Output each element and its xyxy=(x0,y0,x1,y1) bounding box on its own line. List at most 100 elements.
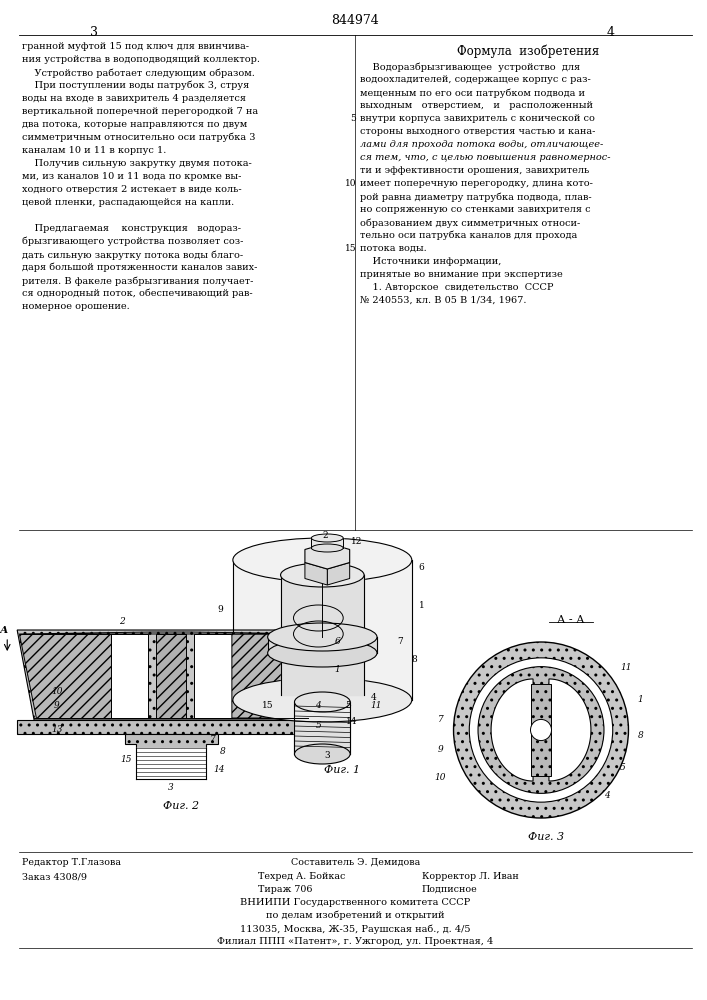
Text: Фиг. 3: Фиг. 3 xyxy=(528,832,564,842)
Circle shape xyxy=(453,642,629,818)
Text: 2: 2 xyxy=(322,532,328,540)
Polygon shape xyxy=(194,634,232,718)
Circle shape xyxy=(478,667,604,793)
Text: вертикальной поперечной перегородкой 7 на: вертикальной поперечной перегородкой 7 н… xyxy=(22,107,258,116)
Text: 1. Авторское  свидетельство  СССР: 1. Авторское свидетельство СССР xyxy=(360,283,554,292)
Text: Формула  изобретения: Формула изобретения xyxy=(457,44,600,57)
Text: 6: 6 xyxy=(334,638,340,647)
Text: 7: 7 xyxy=(397,638,403,647)
Text: гранной муфтой 15 под ключ для ввинчива-: гранной муфтой 15 под ключ для ввинчива- xyxy=(22,42,249,51)
Text: внутри корпуса завихритель с конической со: внутри корпуса завихритель с конической … xyxy=(360,114,595,123)
Polygon shape xyxy=(327,562,350,585)
Polygon shape xyxy=(491,679,533,781)
Text: 2: 2 xyxy=(119,617,124,626)
Text: образованием двух симметричных относи-: образованием двух симметричных относи- xyxy=(360,218,580,228)
Text: Устройство работает следующим образом.: Устройство работает следующим образом. xyxy=(22,68,255,78)
Polygon shape xyxy=(305,562,327,585)
Text: имеет поперечную перегородку, длина кото-: имеет поперечную перегородку, длина кото… xyxy=(360,179,593,188)
Text: Фиг. 1: Фиг. 1 xyxy=(324,765,361,775)
Text: номерное орошение.: номерное орошение. xyxy=(22,302,130,311)
Ellipse shape xyxy=(295,692,350,712)
Polygon shape xyxy=(124,734,218,748)
Text: ВНИИПИ Государственного комитета СССР: ВНИИПИ Государственного комитета СССР xyxy=(240,898,470,907)
Polygon shape xyxy=(17,630,325,720)
Text: 6: 6 xyxy=(419,564,425,572)
Text: 5: 5 xyxy=(350,114,356,123)
Text: 8: 8 xyxy=(220,748,226,756)
Text: 7: 7 xyxy=(438,716,443,724)
Text: 9: 9 xyxy=(438,746,443,754)
Text: 113035, Москва, Ж-35, Раушская наб., д. 4/5: 113035, Москва, Ж-35, Раушская наб., д. … xyxy=(240,924,470,934)
Text: Фиг. 2: Фиг. 2 xyxy=(163,801,199,811)
Circle shape xyxy=(530,719,551,741)
Ellipse shape xyxy=(311,544,343,552)
Text: 4: 4 xyxy=(607,26,614,39)
Text: 8: 8 xyxy=(638,730,643,740)
Text: 844974: 844974 xyxy=(332,14,379,27)
Text: 12: 12 xyxy=(351,536,363,546)
Text: 15: 15 xyxy=(262,702,274,710)
Text: симметричным относительно оси патрубка 3: симметричным относительно оси патрубка 3 xyxy=(22,133,256,142)
Text: А: А xyxy=(334,626,342,635)
Polygon shape xyxy=(19,634,110,718)
Text: 5: 5 xyxy=(345,700,351,710)
Text: по делам изобретений и открытий: по делам изобретений и открытий xyxy=(266,911,445,920)
Polygon shape xyxy=(156,634,186,718)
Text: водоохладителей, содержащее корпус с раз-: водоохладителей, содержащее корпус с раз… xyxy=(360,75,591,84)
Text: 1: 1 xyxy=(419,600,425,609)
Ellipse shape xyxy=(268,639,377,667)
Text: При поступлении воды патрубок 3, струя: При поступлении воды патрубок 3, струя xyxy=(22,81,250,91)
Text: воды на входе в завихритель 4 разделяется: воды на входе в завихритель 4 разделяетс… xyxy=(22,94,246,103)
Polygon shape xyxy=(531,684,551,776)
Polygon shape xyxy=(19,632,323,634)
Ellipse shape xyxy=(233,678,411,722)
Text: А: А xyxy=(0,626,8,635)
Text: 10: 10 xyxy=(344,179,356,188)
Text: Тираж 706: Тираж 706 xyxy=(258,885,312,894)
Text: 1: 1 xyxy=(334,666,340,674)
Text: Редактор Т.Глазова: Редактор Т.Глазова xyxy=(22,858,121,867)
Text: брызгивающего устройства позволяет соз-: брызгивающего устройства позволяет соз- xyxy=(22,237,243,246)
Text: каналам 10 и 11 в корпус 1.: каналам 10 и 11 в корпус 1. xyxy=(22,146,167,155)
Text: ти и эффективности орошения, завихритель: ти и эффективности орошения, завихритель xyxy=(360,166,590,175)
Text: № 240553, кл. В 05 В 1/34, 1967.: № 240553, кл. В 05 В 1/34, 1967. xyxy=(360,296,527,305)
Text: мещенным по его оси патрубком подвода и: мещенным по его оси патрубком подвода и xyxy=(360,88,585,98)
Text: А - А: А - А xyxy=(557,615,585,625)
Circle shape xyxy=(469,658,613,802)
Text: 15: 15 xyxy=(121,754,132,764)
Text: Получив сильную закрутку двумя потока-: Получив сильную закрутку двумя потока- xyxy=(22,159,252,168)
Text: но сопряженную со стенками завихрителя с: но сопряженную со стенками завихрителя с xyxy=(360,205,591,214)
Text: Филиал ППП «Патент», г. Ужгород, ул. Проектная, 4: Филиал ППП «Патент», г. Ужгород, ул. Про… xyxy=(217,937,493,946)
Ellipse shape xyxy=(268,623,377,651)
Text: рителя. В факеле разбрызгивания получает-: рителя. В факеле разбрызгивания получает… xyxy=(22,276,254,286)
Ellipse shape xyxy=(295,744,350,764)
Text: потока воды.: потока воды. xyxy=(360,244,427,253)
Text: Составитель Э. Демидова: Составитель Э. Демидова xyxy=(291,858,420,867)
Text: 10: 10 xyxy=(435,774,446,782)
Text: 11: 11 xyxy=(370,700,382,710)
Text: тельно оси патрубка каналов для прохода: тельно оси патрубка каналов для прохода xyxy=(360,231,578,240)
Ellipse shape xyxy=(311,534,343,542)
Text: ми, из каналов 10 и 11 вода по кромке вы-: ми, из каналов 10 и 11 вода по кромке вы… xyxy=(22,172,242,181)
Text: Подписное: Подписное xyxy=(421,885,477,894)
Text: 9: 9 xyxy=(217,605,223,614)
Text: Источники информации,: Источники информации, xyxy=(360,257,501,266)
Text: ся однородный поток, обеспечивающий рав-: ся однородный поток, обеспечивающий рав- xyxy=(22,289,253,298)
Text: ся тем, что, с целью повышения равномернос-: ся тем, что, с целью повышения равномерн… xyxy=(360,153,611,162)
Text: ния устройства в водоподводящий коллектор.: ния устройства в водоподводящий коллекто… xyxy=(22,55,260,64)
Text: лами для прохода потока воды, отличающее-: лами для прохода потока воды, отличающее… xyxy=(360,140,603,149)
Text: принятые во внимание при экспертизе: принятые во внимание при экспертизе xyxy=(360,270,563,279)
Text: 7: 7 xyxy=(210,734,216,744)
Text: рой равна диаметру патрубка подвода, плав-: рой равна диаметру патрубка подвода, пла… xyxy=(360,192,592,202)
Text: 14: 14 xyxy=(214,764,225,774)
Text: 11: 11 xyxy=(621,664,632,672)
Polygon shape xyxy=(17,720,325,734)
Polygon shape xyxy=(232,634,323,718)
Ellipse shape xyxy=(281,563,364,587)
Text: 3: 3 xyxy=(168,782,174,792)
Text: ходного отверстия 2 истекает в виде коль-: ходного отверстия 2 истекает в виде коль… xyxy=(22,185,242,194)
Text: 3: 3 xyxy=(325,752,330,760)
Text: 4: 4 xyxy=(604,790,609,800)
Text: 4: 4 xyxy=(315,700,321,710)
Text: два потока, которые направляются по двум: два потока, которые направляются по двум xyxy=(22,120,247,129)
